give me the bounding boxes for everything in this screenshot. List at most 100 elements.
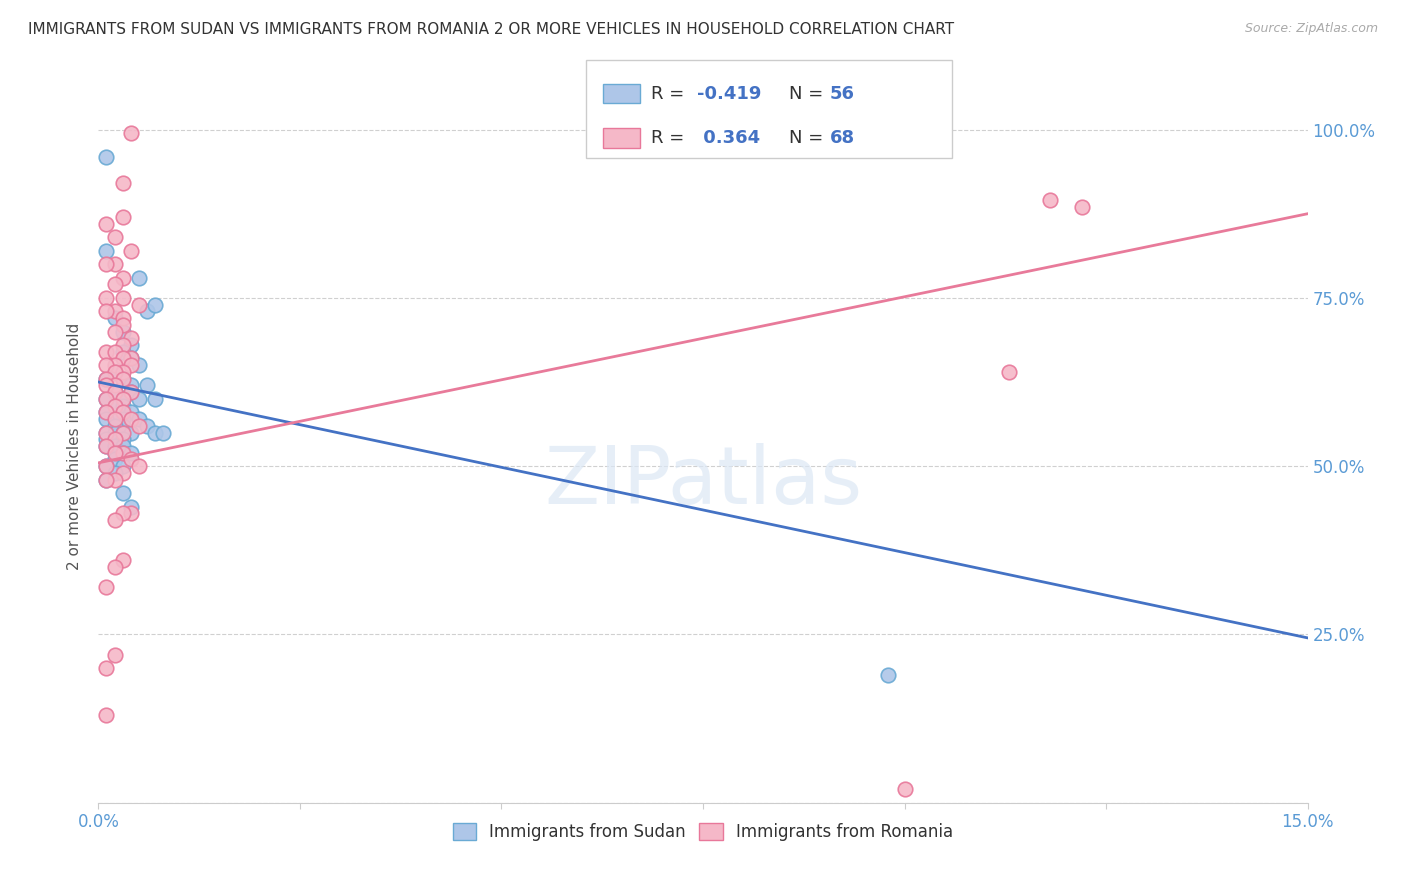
Point: [111, 432, 134, 446]
Point: [111, 418, 134, 433]
Point: [111, 365, 134, 379]
Point: [111, 351, 134, 366]
Point: [143, 392, 166, 406]
Point: [103, 412, 125, 426]
Point: [103, 452, 125, 467]
Point: [120, 425, 142, 440]
Point: [152, 425, 174, 440]
Text: 0.364: 0.364: [697, 129, 761, 147]
Point: [96, 405, 118, 419]
Text: IMMIGRANTS FROM SUDAN VS IMMIGRANTS FROM ROMANIA 2 OR MORE VEHICLES IN HOUSEHOLD: IMMIGRANTS FROM SUDAN VS IMMIGRANTS FROM…: [28, 22, 955, 37]
Point: [96, 372, 118, 386]
Point: [120, 506, 142, 520]
Point: [120, 405, 142, 419]
Point: [111, 291, 134, 305]
Point: [103, 513, 125, 527]
Point: [111, 392, 134, 406]
Point: [143, 298, 166, 312]
Point: [135, 418, 157, 433]
Point: [128, 418, 150, 433]
Point: [135, 304, 157, 318]
Point: [96, 372, 118, 386]
Point: [96, 217, 118, 231]
Point: [103, 385, 125, 400]
Point: [103, 412, 125, 426]
Point: [96, 392, 118, 406]
Point: [111, 553, 134, 567]
Point: [128, 358, 150, 372]
Point: [111, 405, 134, 419]
Point: [120, 358, 142, 372]
Text: N =: N =: [789, 85, 828, 103]
Point: [128, 298, 150, 312]
Point: [998, 365, 1021, 379]
Point: [96, 344, 118, 359]
Point: [96, 149, 118, 163]
Point: [96, 412, 118, 426]
Point: [103, 466, 125, 480]
Point: [96, 304, 118, 318]
Point: [96, 439, 118, 453]
Point: [111, 270, 134, 285]
Point: [103, 365, 125, 379]
Point: [103, 399, 125, 413]
Text: N =: N =: [789, 129, 828, 147]
Point: [120, 126, 142, 140]
Point: [103, 378, 125, 392]
Point: [893, 782, 915, 797]
Point: [128, 392, 150, 406]
Point: [96, 459, 118, 474]
Point: [96, 661, 118, 675]
Text: -0.419: -0.419: [697, 85, 762, 103]
FancyBboxPatch shape: [586, 60, 952, 158]
Point: [128, 459, 150, 474]
Point: [111, 446, 134, 460]
Point: [103, 277, 125, 292]
Text: 56: 56: [830, 85, 855, 103]
Point: [103, 325, 125, 339]
Point: [111, 439, 134, 453]
Point: [103, 418, 125, 433]
Point: [96, 291, 118, 305]
Point: [111, 338, 134, 352]
Point: [103, 446, 125, 460]
Point: [120, 331, 142, 345]
Point: [96, 459, 118, 474]
Point: [128, 270, 150, 285]
Point: [103, 432, 125, 446]
Point: [111, 392, 134, 406]
Point: [96, 425, 118, 440]
Point: [111, 325, 134, 339]
Point: [103, 439, 125, 453]
Point: [111, 425, 134, 440]
Point: [120, 351, 142, 366]
Point: [111, 344, 134, 359]
Text: 68: 68: [830, 129, 855, 147]
Point: [111, 486, 134, 500]
Point: [96, 580, 118, 594]
Point: [96, 358, 118, 372]
Point: [128, 412, 150, 426]
Point: [111, 372, 134, 386]
Point: [96, 425, 118, 440]
Point: [96, 439, 118, 453]
Point: [1039, 194, 1062, 208]
Point: [111, 506, 134, 520]
Point: [143, 425, 166, 440]
Point: [96, 473, 118, 487]
Point: [96, 432, 118, 446]
Point: [96, 405, 118, 419]
Point: [103, 230, 125, 244]
Point: [103, 432, 125, 446]
Point: [103, 446, 125, 460]
Text: R =: R =: [651, 129, 690, 147]
Point: [111, 372, 134, 386]
Y-axis label: 2 or more Vehicles in Household: 2 or more Vehicles in Household: [67, 322, 83, 570]
Point: [111, 459, 134, 474]
Point: [103, 425, 125, 440]
Legend: Immigrants from Sudan, Immigrants from Romania: Immigrants from Sudan, Immigrants from R…: [446, 816, 960, 848]
Point: [120, 244, 142, 258]
Point: [111, 210, 134, 224]
Point: [103, 385, 125, 400]
Point: [120, 351, 142, 366]
